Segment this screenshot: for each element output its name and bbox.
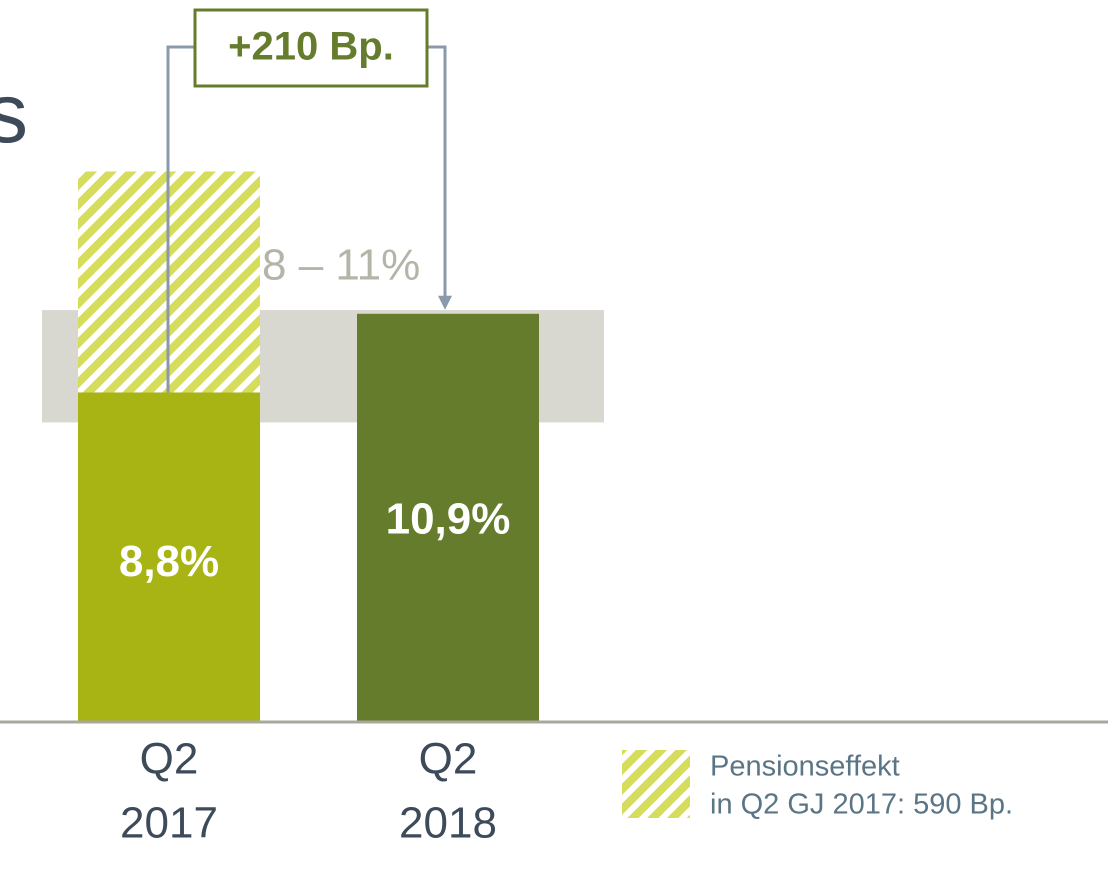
bracket [166,45,447,393]
band-label: 8 – 11% [262,241,420,290]
x-tick-label: 2017 [120,799,218,848]
bar [78,392,260,722]
bar [357,313,539,722]
annotation-box [193,8,429,88]
legend-label: Pensionseffekt [710,751,900,783]
x-tick-label: Q2 [419,735,478,784]
chart-title: s [0,66,28,160]
legend-swatch [622,750,690,818]
value-label: 8,8% [119,537,219,586]
x-tick-label: 2018 [399,799,497,848]
arrow-head [438,295,452,310]
value-label: 10,9% [386,494,511,543]
annotation: +210 Bp. [228,25,394,69]
legend-label: in Q2 GJ 2017: 590 Bp. [710,789,1013,821]
x-tick-label: Q2 [140,735,199,784]
